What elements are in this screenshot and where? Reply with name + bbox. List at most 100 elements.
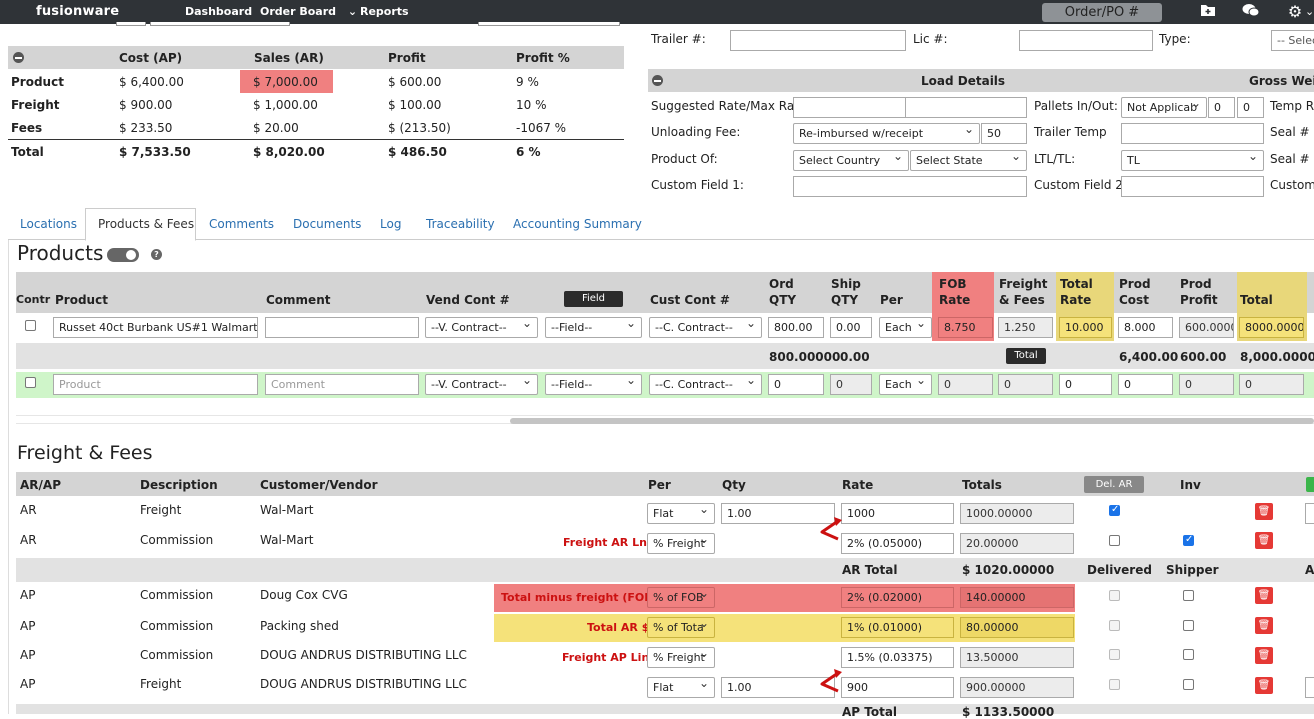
tab-products-fees[interactable]: Products & Fees	[98, 217, 195, 231]
rate-input[interactable]: 2% (0.05000)	[841, 533, 954, 554]
total-rate-input[interactable]: 10.000	[1059, 317, 1112, 338]
vend-contract-select[interactable]: --V. Contract--	[425, 317, 538, 338]
checkbox-icon[interactable]	[25, 320, 36, 331]
trash-icon[interactable]: 🗑	[1255, 677, 1273, 694]
unloading-fee-input[interactable]: 50	[981, 123, 1027, 144]
per-select[interactable]: % Freight	[647, 647, 715, 668]
tab-traceability[interactable]: Traceability	[426, 217, 495, 231]
total-cell: 900.00000	[960, 677, 1074, 698]
rate-input[interactable]: 900	[841, 677, 954, 698]
unloading-fee-select[interactable]: Re-imbursed w/receipt	[793, 123, 980, 144]
nav-dashboard[interactable]: Dashboard	[185, 5, 253, 18]
field-select[interactable]: --Field--	[545, 317, 642, 338]
per-select[interactable]: % Freight	[647, 533, 715, 554]
new-comment-input[interactable]: Comment	[265, 374, 419, 395]
help-icon[interactable]: ?	[151, 249, 162, 260]
cust-contract-select[interactable]: --C. Contract--	[649, 317, 762, 338]
checkbox-icon[interactable]	[1183, 649, 1194, 660]
collapse-icon[interactable]	[652, 75, 663, 86]
custom-field1-input[interactable]	[793, 176, 1027, 197]
trash-icon[interactable]: 🗑	[1255, 587, 1273, 604]
new-product-input[interactable]: Product	[53, 374, 258, 395]
trailer-temp-input[interactable]	[1121, 123, 1264, 144]
total-button[interactable]: Total	[1006, 348, 1046, 364]
checkbox-icon[interactable]	[1183, 679, 1194, 690]
chevron-down-icon: ⌄	[347, 5, 358, 18]
rate-input[interactable]: 1% (0.01000)	[841, 617, 954, 638]
checkbox-icon	[1109, 590, 1120, 601]
rate-input[interactable]: 2% (0.02000)	[841, 587, 954, 608]
tab-documents[interactable]: Documents	[293, 217, 362, 231]
summary-profit-pct: 10 %	[516, 98, 547, 112]
add-folder-icon[interactable]	[1199, 3, 1217, 21]
order-po-button[interactable]: Order/PO #	[1042, 3, 1162, 22]
trailer-input[interactable]	[730, 30, 906, 51]
chat-icon[interactable]	[1242, 3, 1260, 21]
tab-accounting-summary[interactable]: Accounting Summary	[513, 217, 642, 231]
ship-qty-input[interactable]: 0.00	[830, 317, 872, 338]
nav-order-board[interactable]: Order Board ⌄	[260, 5, 357, 18]
products-scrollbar[interactable]	[510, 418, 1314, 424]
checkbox-icon[interactable]	[1109, 504, 1120, 516]
toggle-icon[interactable]	[107, 248, 139, 262]
state-select[interactable]: Select State	[910, 150, 1027, 171]
checkbox-icon[interactable]	[25, 377, 36, 388]
new-vend-contract-select[interactable]: --V. Contract--	[425, 374, 538, 395]
rate-input[interactable]: 1.5% (0.03375)	[841, 647, 954, 668]
pallets-in-input[interactable]: 0	[1208, 97, 1235, 118]
new-field-select[interactable]: --Field--	[545, 374, 642, 395]
per-select[interactable]: Flat	[647, 503, 715, 524]
trash-icon[interactable]: 🗑	[1255, 647, 1273, 664]
tab-comments[interactable]: Comments	[209, 217, 275, 231]
pallets-out-input[interactable]: 0	[1237, 97, 1264, 118]
custom-field3-label: Custom	[1270, 178, 1314, 192]
checkbox-icon[interactable]	[1183, 620, 1194, 631]
ord-qty-input[interactable]: 800.00	[768, 317, 824, 338]
max-rate-input[interactable]	[905, 97, 1027, 118]
add-row-icon[interactable]	[1306, 477, 1314, 492]
new-ord-qty-input[interactable]: 0	[768, 374, 824, 395]
checkbox-icon[interactable]	[1109, 535, 1120, 546]
extra-input[interactable]	[1305, 677, 1314, 698]
trash-icon[interactable]: 🗑	[1255, 503, 1273, 520]
per-select[interactable]: Each	[879, 317, 932, 338]
extra-input[interactable]	[1305, 503, 1314, 524]
products-totals-row	[16, 343, 1314, 369]
fob-rate-input[interactable]: 8.750	[938, 317, 993, 338]
suggested-rate-input[interactable]	[793, 97, 906, 118]
comment-input[interactable]	[265, 317, 419, 338]
total-cell: 140.00000	[960, 587, 1074, 608]
rate-input[interactable]: 1000	[841, 503, 954, 524]
trash-icon[interactable]: 🗑	[1255, 617, 1273, 634]
arap-cell: AP	[20, 648, 36, 662]
per-select[interactable]: % of Tota	[647, 617, 715, 638]
new-cust-contract-select[interactable]: --C. Contract--	[649, 374, 762, 395]
arrow-annotation-icon	[820, 517, 842, 541]
ltl-select[interactable]: TL	[1121, 150, 1264, 171]
qty-input[interactable]: 1.00	[721, 677, 835, 698]
lic-input[interactable]	[1019, 30, 1153, 51]
hidden-input-stub	[116, 22, 146, 26]
tab-log[interactable]: Log	[380, 217, 402, 231]
gear-icon[interactable]: ⚙	[1287, 2, 1303, 21]
collapse-icon[interactable]	[13, 52, 24, 63]
per-select[interactable]: % of FOB	[647, 587, 715, 608]
checkbox-icon[interactable]	[1183, 590, 1194, 601]
pallets-select[interactable]: Not Applicab	[1121, 97, 1207, 118]
field-button[interactable]: Field	[564, 291, 623, 307]
qty-input[interactable]: 1.00	[721, 503, 835, 524]
checkbox-icon[interactable]	[1183, 534, 1194, 546]
nav-reports[interactable]: Reports	[360, 5, 409, 18]
product-input[interactable]: Russet 40ct Burbank US#1 Walmart	[53, 317, 258, 338]
new-prod-cost-input[interactable]: 0	[1118, 374, 1173, 395]
country-select[interactable]: Select Country	[793, 150, 909, 171]
per-select[interactable]: Flat	[647, 677, 715, 698]
custom-field2-input[interactable]	[1121, 176, 1264, 197]
del-ar-button[interactable]: Del. AR	[1084, 476, 1144, 493]
new-per-select[interactable]: Each	[879, 374, 932, 395]
type-select[interactable]: -- Selec	[1271, 30, 1314, 51]
prod-cost-input[interactable]: 8.000	[1118, 317, 1173, 338]
new-total-rate-input[interactable]: 0	[1059, 374, 1112, 395]
trash-icon[interactable]: 🗑	[1255, 532, 1273, 549]
tab-locations[interactable]: Locations	[20, 217, 78, 231]
